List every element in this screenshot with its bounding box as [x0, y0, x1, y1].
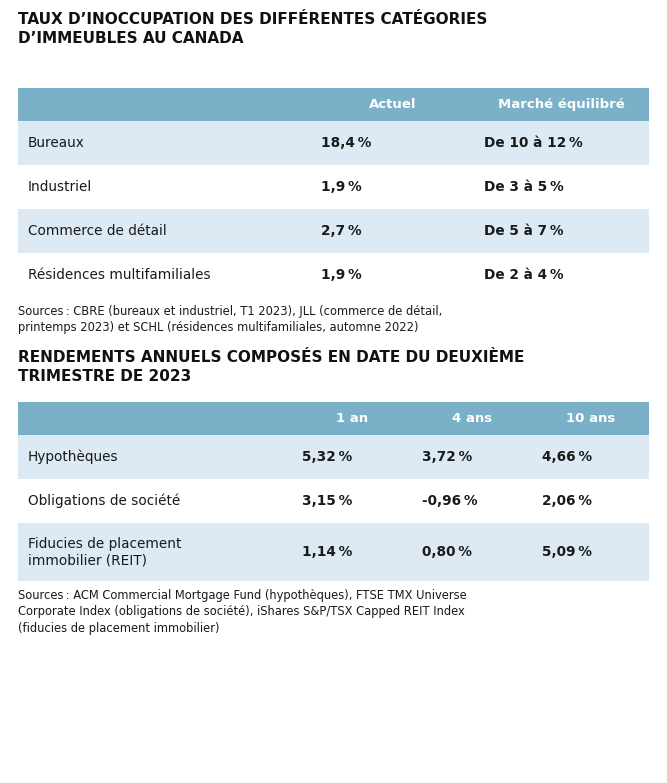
Bar: [311, 88, 474, 121]
Text: 1 an: 1 an: [336, 412, 368, 425]
Text: De 10 à 12 %: De 10 à 12 %: [484, 136, 583, 150]
Bar: [412, 402, 532, 435]
Bar: [18, 523, 293, 581]
Bar: [18, 253, 311, 297]
Text: RENDEMENTS ANNUELS COMPOSÉS EN DATE DU DEUXIÈME
TRIMESTRE DE 2023: RENDEMENTS ANNUELS COMPOSÉS EN DATE DU D…: [18, 350, 524, 384]
Text: 5,09 %: 5,09 %: [542, 545, 592, 559]
Text: 1,9 %: 1,9 %: [321, 180, 362, 194]
Text: 18,4 %: 18,4 %: [321, 136, 372, 150]
Bar: [18, 88, 311, 121]
Text: 1,14 %: 1,14 %: [303, 545, 353, 559]
Text: 1,9 %: 1,9 %: [321, 268, 362, 282]
Text: De 2 à 4 %: De 2 à 4 %: [484, 268, 564, 282]
Text: 3,72 %: 3,72 %: [422, 450, 472, 464]
Text: 4,66 %: 4,66 %: [542, 450, 592, 464]
Bar: [293, 479, 412, 523]
Bar: [18, 165, 311, 209]
Text: 4 ans: 4 ans: [452, 412, 492, 425]
Bar: [474, 253, 649, 297]
Text: Marché équilibré: Marché équilibré: [498, 98, 625, 111]
Bar: [412, 435, 532, 479]
Bar: [474, 165, 649, 209]
Text: 10 ans: 10 ans: [566, 412, 615, 425]
Text: Sources : ACM Commercial Mortgage Fund (hypothèques), FTSE TMX Universe
Corporat: Sources : ACM Commercial Mortgage Fund (…: [18, 589, 467, 635]
Bar: [18, 209, 311, 253]
Bar: [311, 253, 474, 297]
Bar: [18, 121, 311, 165]
Bar: [293, 523, 412, 581]
Bar: [311, 165, 474, 209]
Text: Actuel: Actuel: [369, 98, 417, 111]
Text: -0,96 %: -0,96 %: [422, 494, 478, 508]
Text: Résidences multifamiliales: Résidences multifamiliales: [28, 268, 211, 282]
Bar: [18, 402, 293, 435]
Bar: [474, 209, 649, 253]
Text: 2,06 %: 2,06 %: [542, 494, 592, 508]
Bar: [18, 435, 293, 479]
Bar: [412, 479, 532, 523]
Bar: [293, 402, 412, 435]
Bar: [412, 523, 532, 581]
Text: Fiducies de placement
immobilier (REIT): Fiducies de placement immobilier (REIT): [28, 536, 181, 568]
Text: Bureaux: Bureaux: [28, 136, 85, 150]
Bar: [311, 121, 474, 165]
Text: 0,80 %: 0,80 %: [422, 545, 472, 559]
Text: Hypothèques: Hypothèques: [28, 449, 119, 464]
Text: De 3 à 5 %: De 3 à 5 %: [484, 180, 564, 194]
Bar: [532, 435, 649, 479]
Bar: [532, 523, 649, 581]
Text: De 5 à 7 %: De 5 à 7 %: [484, 224, 564, 238]
Text: 5,32 %: 5,32 %: [303, 450, 353, 464]
Bar: [18, 479, 293, 523]
Text: Industriel: Industriel: [28, 180, 92, 194]
Bar: [311, 209, 474, 253]
Bar: [532, 479, 649, 523]
Bar: [293, 435, 412, 479]
Text: TAUX D’INOCCUPATION DES DIFFÉRENTES CATÉGORIES
D’IMMEUBLES AU CANADA: TAUX D’INOCCUPATION DES DIFFÉRENTES CATÉ…: [18, 12, 488, 45]
Text: Sources : CBRE (bureaux et industriel, T1 2023), JLL (commerce de détail,
printe: Sources : CBRE (bureaux et industriel, T…: [18, 305, 442, 334]
Text: 3,15 %: 3,15 %: [303, 494, 353, 508]
Text: Commerce de détail: Commerce de détail: [28, 224, 167, 238]
Bar: [474, 121, 649, 165]
Text: 2,7 %: 2,7 %: [321, 224, 362, 238]
Bar: [474, 88, 649, 121]
Text: Obligations de société: Obligations de société: [28, 494, 180, 508]
Bar: [532, 402, 649, 435]
